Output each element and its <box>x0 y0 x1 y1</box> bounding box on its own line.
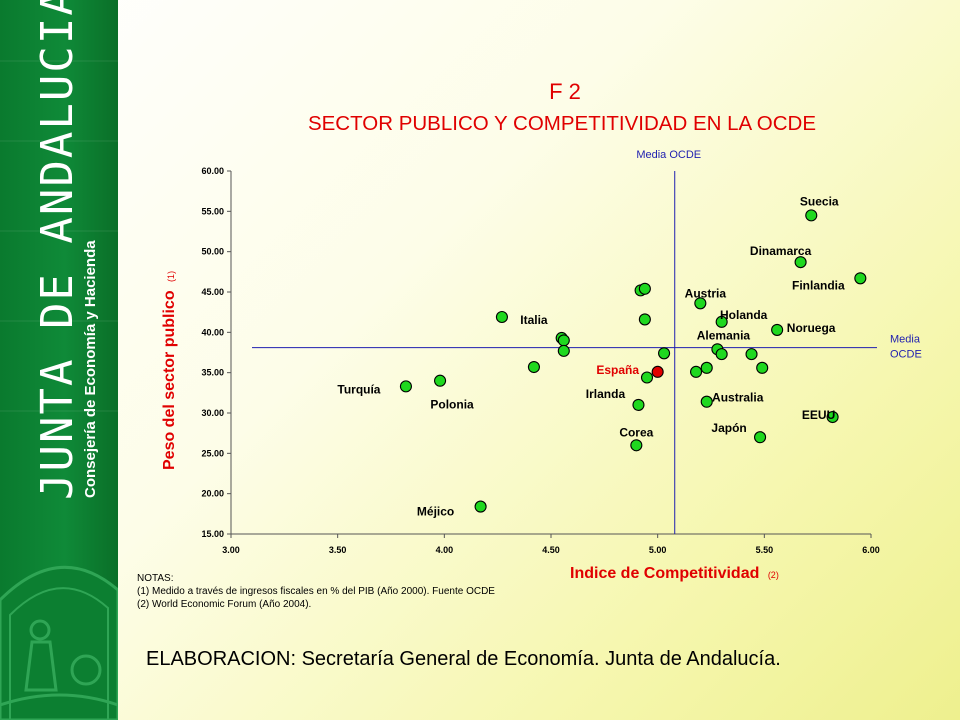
y-axis-title: Peso del sector publico (1) <box>161 271 178 470</box>
data-point-dinamarca <box>794 256 807 269</box>
x-tick-label: 6.00 <box>862 545 880 555</box>
y-tick-label: 20.00 <box>201 489 224 499</box>
axes <box>227 170 872 538</box>
x-axis-title: Indice de Competitividad (2) <box>570 565 779 582</box>
data-point <box>690 365 703 378</box>
y-tick-labels: 15.00 20.00 25.00 30.00 35.00 40.00 45.00 50.00… <box>201 166 224 539</box>
data-point-irlanda <box>632 398 645 411</box>
point-label: Austria <box>685 286 727 300</box>
data-point-noruega <box>771 323 784 336</box>
data-point-australia <box>700 395 713 408</box>
data-point <box>700 361 713 374</box>
y-tick-label: 60.00 <box>201 166 224 176</box>
data-point-italia <box>495 310 508 324</box>
data-point-españa <box>651 365 664 378</box>
svg-text:Peso del sector publico: Peso del sector publico (1) <box>161 271 178 470</box>
chart-title: F 2 <box>549 79 581 104</box>
point-label: Australia <box>712 391 764 405</box>
x-tick-labels: 3.00 3.50 4.00 4.50 5.00 5.50 6.00 <box>222 545 880 555</box>
chart-subtitle: SECTOR PUBLICO Y COMPETITIVIDAD EN LA OC… <box>308 112 816 135</box>
note-1: (1) Medido a través de ingresos fiscales… <box>137 586 495 597</box>
point-label: Japón <box>711 421 746 435</box>
x-tick-label: 5.00 <box>649 545 667 555</box>
x-tick-label: 4.00 <box>436 545 454 555</box>
svg-text:Indice de Competitividad: Indice de Competitividad (2) <box>570 565 779 582</box>
point-label: Méjico <box>417 505 454 519</box>
ocde-average-vertical-label: Media OCDE <box>636 149 701 161</box>
x-tick-label: 3.00 <box>222 545 240 555</box>
data-point <box>638 282 651 295</box>
data-point <box>557 344 570 357</box>
point-label: Corea <box>619 425 653 439</box>
y-tick-label: 15.00 <box>201 529 224 539</box>
data-point <box>715 348 728 361</box>
data-point-polonia <box>434 374 447 387</box>
point-label: Holanda <box>720 308 768 322</box>
data-point-finlandia <box>854 272 867 285</box>
data-point-austria <box>694 297 707 310</box>
sidebar-band: JUNTA DE ANDALUCIA Consejería de Economí… <box>0 0 118 720</box>
data-point-turquía <box>399 380 412 393</box>
point-label: Italia <box>520 313 548 327</box>
point-label: Alemania <box>697 328 751 342</box>
point-labels: Suecia Dinamarca Finlandia Austria Holanda No… <box>337 194 845 518</box>
x-axis-note: (2) <box>768 570 779 580</box>
data-point <box>745 348 758 361</box>
point-label: Turquía <box>337 382 380 396</box>
ocde-average-horizontal-label-line2: OCDE <box>890 349 922 361</box>
data-point-méjico <box>474 500 487 513</box>
data-point <box>640 371 654 384</box>
data-point-eeuu <box>826 410 839 424</box>
point-label: España <box>596 363 639 377</box>
point-label: Noruega <box>787 321 836 335</box>
data-point <box>638 313 651 326</box>
note-2: (2) World Economic Forum (Año 2004). <box>137 599 312 610</box>
data-points <box>399 209 867 513</box>
y-axis-note: (1) <box>166 271 176 282</box>
x-tick-label: 3.50 <box>329 545 347 555</box>
data-point-corea <box>630 439 643 452</box>
y-tick-label: 30.00 <box>201 408 224 418</box>
point-label: Finlandia <box>792 278 845 292</box>
coat-of-arms-icon <box>0 565 118 720</box>
y-tick-label: 50.00 <box>201 247 224 257</box>
data-point-holanda <box>715 315 728 328</box>
data-point-japón <box>754 431 767 444</box>
y-tick-label: 45.00 <box>201 287 224 297</box>
point-label: Irlanda <box>586 387 626 401</box>
y-axis-label: Peso del sector publico <box>161 290 178 470</box>
chart-notes: NOTAS: (1) Medido a través de ingresos f… <box>137 572 495 611</box>
data-point <box>557 334 570 347</box>
data-point <box>527 360 540 374</box>
point-label: Dinamarca <box>750 244 812 258</box>
notes-heading: NOTAS: <box>137 573 174 584</box>
y-tick-label: 25.00 <box>201 448 224 458</box>
y-tick-label: 35.00 <box>201 368 224 378</box>
point-label: Polonia <box>430 398 474 412</box>
ocde-average-horizontal-label-line1: Media <box>890 334 921 346</box>
data-point <box>658 347 671 360</box>
point-label: Suecia <box>800 194 839 208</box>
x-axis-label: Indice de Competitividad <box>570 565 759 582</box>
x-tick-label: 4.50 <box>542 545 560 555</box>
data-point-suecia <box>805 209 818 222</box>
x-tick-label: 5.50 <box>756 545 774 555</box>
point-label: EEUU <box>802 408 835 422</box>
y-tick-label: 55.00 <box>201 206 224 216</box>
source-credit: ELABORACION: Secretaría General de Econo… <box>146 648 781 670</box>
y-tick-label: 40.00 <box>201 327 224 337</box>
data-point <box>756 361 769 374</box>
